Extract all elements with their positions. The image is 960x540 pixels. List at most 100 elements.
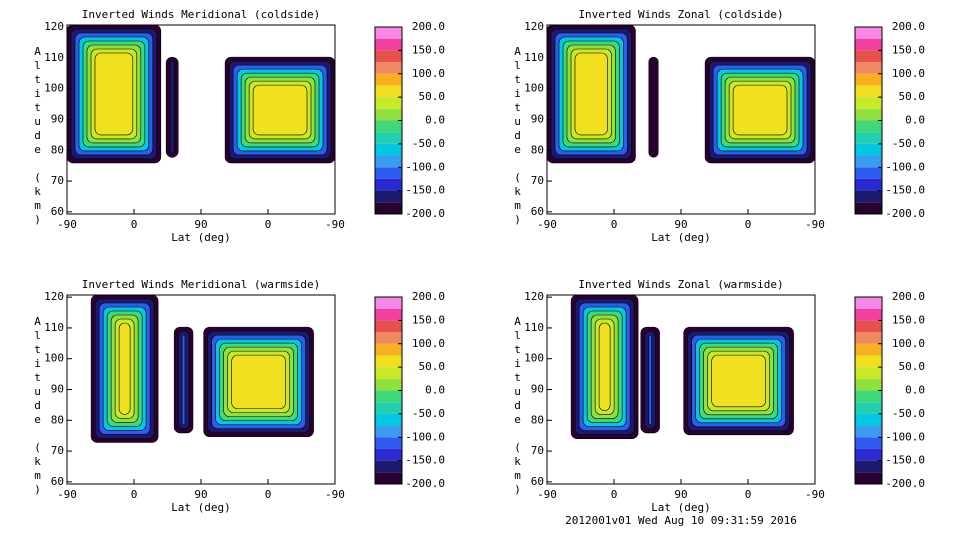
colorbar-band [855,85,882,98]
contour-region [732,84,788,136]
colorbar-band [855,343,882,356]
colorbar-tick-label: 50.0 [419,90,446,103]
x-tick-label: 90 [674,488,687,501]
contour-region [711,354,766,408]
contour-region [648,56,659,158]
colorbar-tick-label: -150.0 [405,454,445,467]
contour-region [598,322,611,411]
y-axis-label: Altitude (km) [31,315,44,497]
y-tick-label: 80 [51,143,64,156]
x-tick-label: 0 [611,488,618,501]
y-tick-label: 100 [524,352,544,365]
y-tick-label: 120 [524,290,544,303]
colorbar-band [375,97,402,109]
colorbar-band [375,437,402,449]
x-tick-label: 0 [611,218,618,231]
colorbar-band [855,390,882,403]
chart-title: Inverted Winds Zonal (coldside) [578,8,783,21]
colorbar-band [855,355,882,368]
colorbar-tick-label: 200.0 [892,290,925,303]
x-tick-label: 90 [674,218,687,231]
y-tick-label: 70 [51,444,64,457]
y-tick-label: 80 [531,143,544,156]
y-tick-label: 60 [531,475,544,488]
chart-title: Inverted Winds Zonal (warmside) [578,278,783,291]
x-tick-label: -90 [537,218,557,231]
colorbar-band [375,108,402,121]
x-tick-label: 0 [265,218,272,231]
colorbar-band [855,155,882,168]
y-tick-label: 90 [531,113,544,126]
colorbar-band [855,167,882,179]
colorbar-tick-label: -50.0 [412,137,445,150]
colorbar-band [855,97,882,109]
y-axis-label: Altitude (km) [511,45,524,227]
colorbar-tick-label: 0.0 [425,384,445,397]
colorbar-band [375,202,402,214]
colorbar-band [375,355,402,368]
x-tick-label: 0 [745,488,752,501]
chart-title: Inverted Winds Meridional (warmside) [82,278,320,291]
x-tick-label: -90 [325,218,345,231]
colorbar-band [855,62,882,74]
colorbar-tick-label: 0.0 [905,384,925,397]
colorbar-tick-label: 50.0 [899,360,926,373]
x-axis-label: Lat (deg) [651,501,711,514]
colorbar-band [375,27,402,39]
colorbar-band [855,460,882,473]
y-tick-label: 70 [531,174,544,187]
colorbar-tick-label: 200.0 [412,290,445,303]
colorbar-band [375,167,402,179]
y-tick-label: 110 [524,51,544,64]
y-tick-label: 60 [51,475,64,488]
y-axis-label: Altitude (km) [511,315,524,497]
colorbar-band [855,297,882,309]
y-tick-label: 80 [51,413,64,426]
colorbar-band [375,38,402,51]
colorbar-tick-label: -50.0 [892,137,925,150]
colorbar-tick-label: -200.0 [405,207,445,220]
x-tick-label: -90 [57,218,77,231]
colorbar-band [375,62,402,74]
y-tick-label: 100 [524,82,544,95]
x-axis-label: Lat (deg) [651,231,711,244]
colorbar-band [855,190,882,203]
colorbar-tick-label: -100.0 [885,160,925,173]
colorbar-band [375,143,402,156]
colorbar-tick-label: -150.0 [405,184,445,197]
y-tick-label: 60 [531,205,544,218]
x-tick-label: -90 [805,488,825,501]
x-tick-label: 0 [131,218,138,231]
colorbar-tick-label: 100.0 [412,337,445,350]
colorbar-band [375,332,402,344]
colorbar-band [855,73,882,86]
colorbar-band [855,202,882,214]
colorbar-tick-label: -100.0 [885,430,925,443]
colorbar-band [375,50,402,63]
x-tick-label: -90 [325,488,345,501]
colorbar-band [855,413,882,426]
x-tick-label: 90 [194,218,207,231]
colorbar-band [855,378,882,391]
colorbar-band [375,343,402,356]
colorbar-band [375,390,402,403]
colorbar-tick-label: 50.0 [419,360,446,373]
x-tick-label: -90 [57,488,77,501]
chart-title: Inverted Winds Meridional (coldside) [82,8,320,21]
colorbar-tick-label: -50.0 [412,407,445,420]
colorbar-band [855,367,882,379]
colorbar-band [375,178,402,191]
colorbar-band [855,437,882,449]
x-axis-label: Lat (deg) [171,231,231,244]
colorbar-band [375,73,402,86]
colorbar-band [855,50,882,63]
contour-region [648,334,652,426]
contour-region [169,60,175,154]
colorbar-band [855,308,882,321]
footer: 2012001v01 Wed Aug 10 09:31:59 2016 [565,514,797,527]
x-tick-label: 90 [194,488,207,501]
x-tick-label: -90 [805,218,825,231]
colorbar-tick-label: 100.0 [412,67,445,80]
x-tick-label: 0 [131,488,138,501]
colorbar-tick-label: -200.0 [885,207,925,220]
